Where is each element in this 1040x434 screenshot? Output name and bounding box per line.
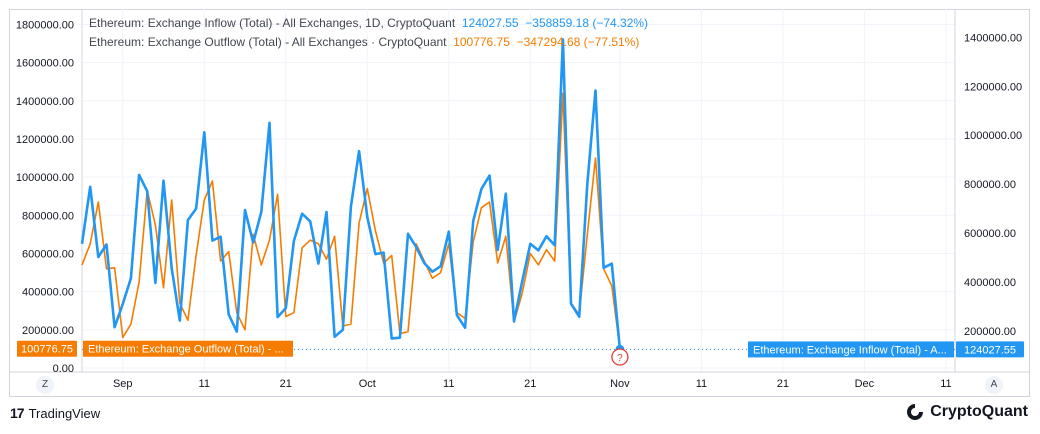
right-tick-label: 1400000.00 <box>964 32 1022 44</box>
right-tick-label: 1000000.00 <box>964 130 1022 142</box>
legend-outflow-value: 100776.75 <box>453 35 510 49</box>
scale-button-right[interactable]: A <box>985 376 1003 394</box>
x-tick-label: Sep <box>113 378 133 390</box>
x-tick-label: Oct <box>359 378 376 390</box>
legend-inflow-change: −358859.18 (−74.32%) <box>525 16 649 30</box>
x-tick-label: 11 <box>443 378 454 390</box>
series-inflow-line[interactable] <box>80 38 622 350</box>
right-axis-ticks: 1400000.00 1200000.00 1000000.00 800000.00 6… <box>964 32 1022 337</box>
series-layer: ? <box>80 38 955 366</box>
x-tick-label: 21 <box>280 378 292 390</box>
legend-inflow-label: Ethereum: Exchange Inflow (Total) - All … <box>89 16 456 30</box>
cryptoquant-brand[interactable]: CryptoQuant <box>906 403 1028 421</box>
right-tick-label: 600000.00 <box>964 228 1016 240</box>
inflow-axis-value-badge <box>956 341 1024 358</box>
left-axis-ticks: 1800000.00 1600000.00 1400000.00 1200000.00… <box>16 19 74 375</box>
inflow-name-badge <box>748 341 954 358</box>
x-tick-label: Dec <box>855 378 875 390</box>
left-tick-label: 400000.00 <box>22 287 74 299</box>
outflow-axis-value-badge <box>17 340 77 357</box>
left-tick-label: 1200000.00 <box>16 134 74 146</box>
grid <box>82 9 955 372</box>
left-tick-label: 0.00 <box>53 363 74 375</box>
x-tick-label: 21 <box>524 378 536 390</box>
right-tick-label: 200000.00 <box>964 326 1016 338</box>
left-tick-label: 1000000.00 <box>16 172 74 184</box>
scale-button-left[interactable]: Z <box>36 376 54 394</box>
event-marker[interactable] <box>611 348 629 366</box>
chart-frame <box>9 9 1030 397</box>
legend-inflow[interactable]: Ethereum: Exchange Inflow (Total) - All … <box>89 16 648 30</box>
outflow-name-text: Ethereum: Exchange Outflow (Total) - ... <box>88 344 284 356</box>
legend-outflow-change: −347294.68 (−77.51%) <box>516 35 640 49</box>
left-tick-label: 1600000.00 <box>16 58 74 70</box>
event-marker-label: ? <box>617 353 623 364</box>
right-tick-label: 400000.00 <box>964 277 1016 289</box>
last-value-labels: 100776.75 Ethereum: Exchange Outflow (Tot… <box>17 340 1024 358</box>
legend-inflow-value: 124027.55 <box>461 16 519 30</box>
right-tick-label: 800000.00 <box>964 179 1016 191</box>
left-tick-label: 1800000.00 <box>16 19 74 31</box>
tradingview-label: TradingView <box>28 405 101 421</box>
inflow-axis-value-text: 124027.55 <box>964 344 1016 356</box>
x-tick-label: Nov <box>610 378 630 390</box>
tradingview-brand[interactable]: 17 TradingView <box>10 405 100 421</box>
inflow-name-text: Ethereum: Exchange Inflow (Total) - A... <box>753 344 947 356</box>
cryptoquant-logo-icon <box>907 404 924 420</box>
left-tick-label: 200000.00 <box>22 325 74 337</box>
outflow-axis-value-text: 100776.75 <box>21 344 73 356</box>
legend-outflow-label: Ethereum: Exchange Outflow (Total) - All… <box>89 35 447 49</box>
x-tick-label: 11 <box>696 378 707 390</box>
left-tick-label: 600000.00 <box>22 248 74 260</box>
cryptoquant-label: CryptoQuant <box>930 403 1028 420</box>
right-tick-label: 1200000.00 <box>964 81 1022 93</box>
x-tick-label: 21 <box>777 378 789 390</box>
left-tick-label: 1400000.00 <box>16 96 74 108</box>
x-tick-label: 11 <box>940 378 951 390</box>
x-tick-label: 11 <box>199 378 210 390</box>
outflow-name-badge <box>83 340 293 357</box>
series-outflow-line[interactable] <box>81 92 621 349</box>
left-tick-label: 800000.00 <box>22 210 74 222</box>
legend-outflow[interactable]: Ethereum: Exchange Outflow (Total) - All… <box>89 35 639 49</box>
x-axis-ticks: Sep 11 21 Oct 11 21 Nov 11 21 Dec 11 <box>113 378 952 390</box>
tradingview-logo-icon: 17 <box>10 405 25 421</box>
